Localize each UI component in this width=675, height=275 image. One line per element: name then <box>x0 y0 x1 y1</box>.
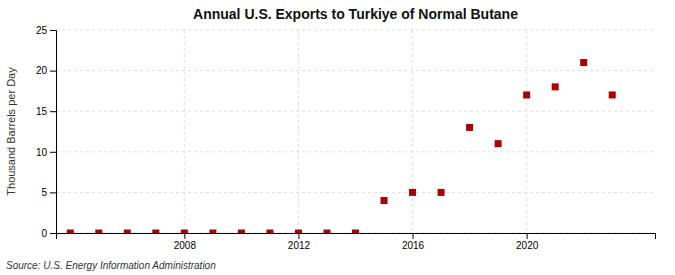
x-grid-line <box>526 30 527 233</box>
point <box>495 140 502 147</box>
x-tick-label: 2016 <box>402 240 425 251</box>
x-axis: 2008 2012 2016 2020 <box>57 233 656 251</box>
x-tick-mark <box>413 233 414 239</box>
x-tick-mark <box>184 233 185 239</box>
point <box>181 230 188 234</box>
point <box>381 197 388 204</box>
x-grid-line <box>184 30 185 233</box>
x-tick: 2020 <box>516 233 539 251</box>
chart-container: 2008 2012 2016 2020 0 5 10 15 20 25 Annual U.S. Ex… <box>0 0 675 275</box>
x-tick-label: 2012 <box>288 240 311 251</box>
point <box>323 230 330 234</box>
x-tick-label: 2020 <box>516 240 539 251</box>
point <box>438 189 445 196</box>
chart-svg: 2008 2012 2016 2020 0 5 10 15 20 25 Annual U.S. Ex… <box>0 0 675 275</box>
y-tick-mark <box>50 71 56 72</box>
x-tick: 2012 <box>288 233 311 251</box>
point <box>580 59 587 66</box>
x-axis-line <box>57 234 656 240</box>
point <box>124 230 131 234</box>
x-tick-label: 2008 <box>174 240 197 251</box>
x-grid-line <box>412 30 413 233</box>
x-tick: 2016 <box>402 233 425 251</box>
point <box>609 91 616 98</box>
y-grid-line <box>56 111 655 112</box>
plot-area: 2008 2012 2016 2020 0 5 10 15 20 25 <box>36 25 656 251</box>
y-tick: 0 <box>41 228 56 239</box>
y-tick-label: 0 <box>41 228 47 239</box>
grid <box>56 30 655 233</box>
y-tick-label: 25 <box>36 25 48 36</box>
point <box>523 91 530 98</box>
y-tick-mark <box>50 30 56 31</box>
point <box>466 124 473 131</box>
y-tick: 5 <box>41 187 56 198</box>
point <box>67 230 74 234</box>
y-grid-line <box>56 192 655 193</box>
point <box>238 230 245 234</box>
y-grid-line <box>56 151 655 152</box>
x-grid-line <box>298 30 299 233</box>
y-tick-label: 20 <box>36 65 48 76</box>
y-tick-label: 5 <box>41 187 47 198</box>
point <box>295 230 302 234</box>
y-axis: 0 5 10 15 20 25 <box>36 25 57 239</box>
point <box>209 230 216 234</box>
points <box>67 59 616 233</box>
y-tick-label: 15 <box>36 106 48 117</box>
y-tick-mark <box>50 152 56 153</box>
title: Annual U.S. Exports to Turkiye of Normal… <box>193 6 518 22</box>
point <box>95 230 102 234</box>
y-tick-mark <box>50 192 56 193</box>
point <box>266 230 273 234</box>
y-tick: 10 <box>36 147 56 158</box>
x-tick-mark <box>527 233 528 239</box>
y-tick-label: 10 <box>36 147 48 158</box>
x-tick: 2008 <box>174 233 197 251</box>
y-axis-line <box>50 31 57 234</box>
point <box>152 230 159 234</box>
y-tick-mark <box>50 233 56 234</box>
point <box>409 189 416 196</box>
y-grid-line <box>56 30 655 31</box>
x-tick-mark <box>298 233 299 239</box>
y-tick: 20 <box>36 65 56 76</box>
y-tick-mark <box>50 111 56 112</box>
y-axis-label: Thousand Barrels per Day <box>5 67 17 196</box>
point <box>352 230 359 234</box>
point <box>552 83 559 90</box>
y-tick: 15 <box>36 106 56 117</box>
source: Source: U.S. Energy Information Administ… <box>6 260 216 271</box>
y-grid-line <box>56 70 655 71</box>
y-tick: 25 <box>36 25 56 36</box>
